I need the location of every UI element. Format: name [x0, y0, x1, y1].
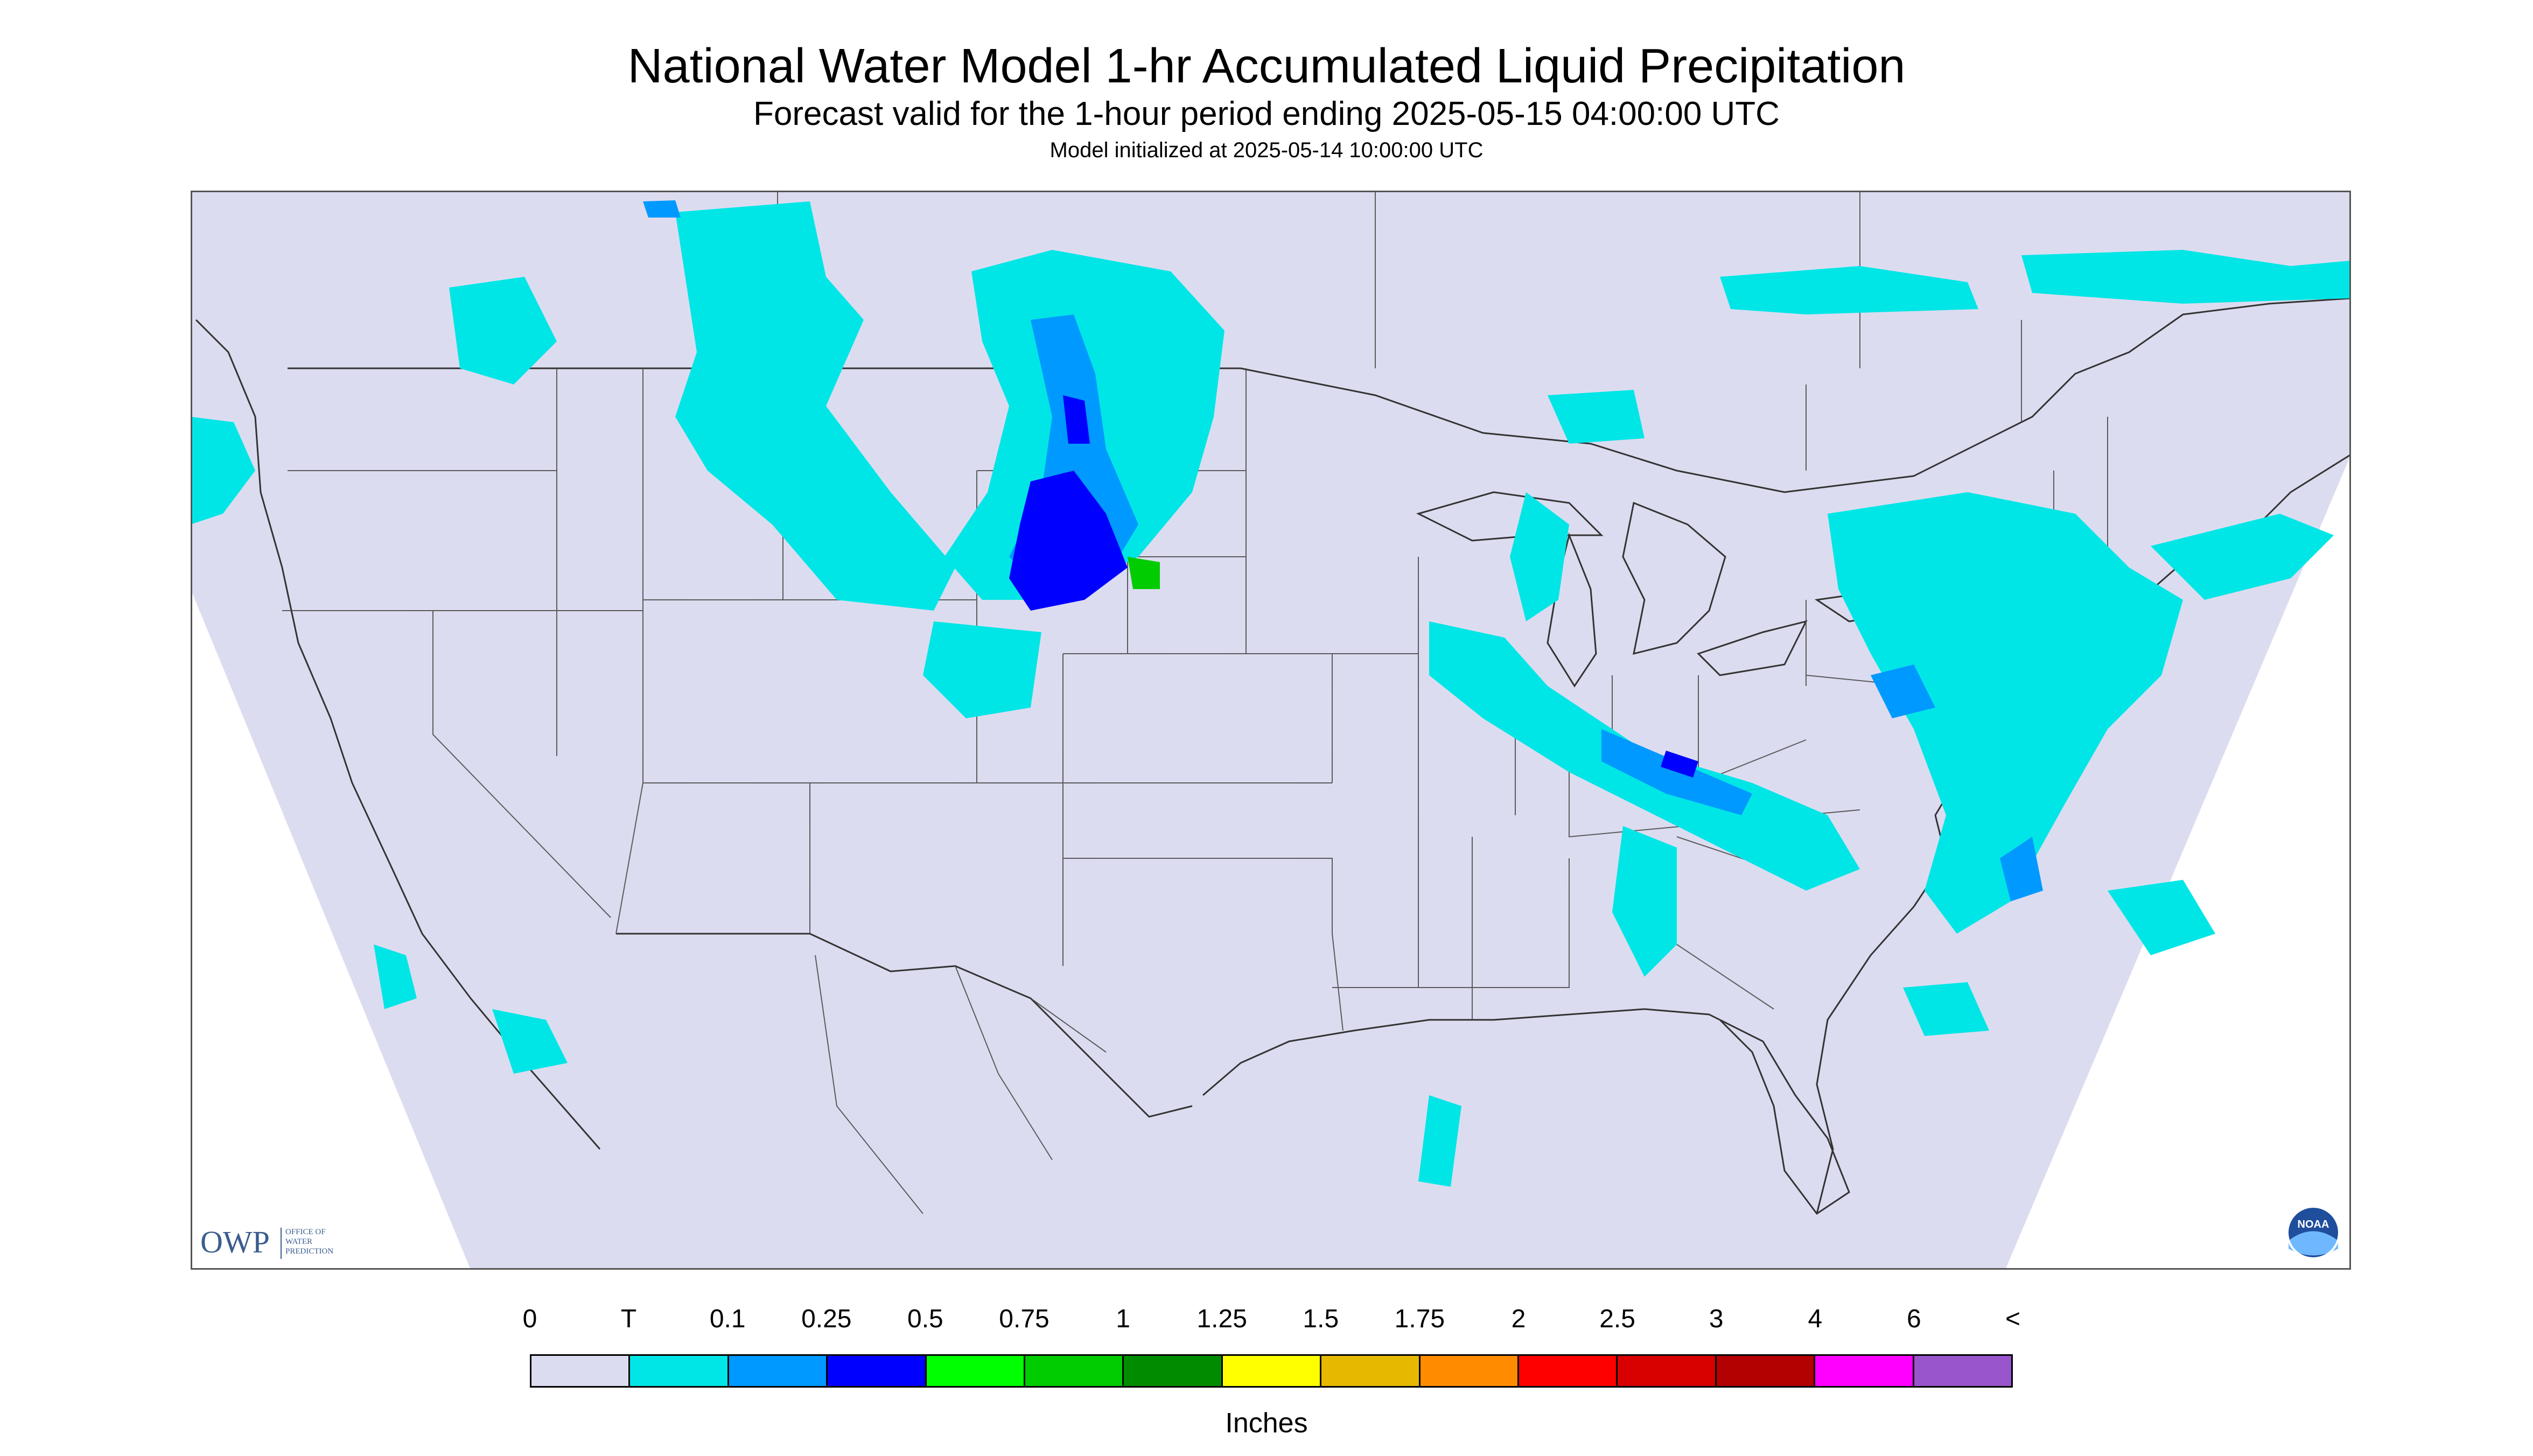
legend-tick-label: 0.75	[999, 1305, 1049, 1333]
legend-swatch	[828, 1356, 927, 1386]
map-border	[191, 191, 2351, 1270]
legend-tick-label: <	[2005, 1305, 2021, 1333]
precip-heavy-areas	[1128, 557, 1160, 589]
pacific-coast	[195, 319, 601, 1150]
figure-subtitle: Forecast valid for the 1-hour period end…	[753, 95, 1780, 132]
owp-logo-line-1: OFFICE OF	[285, 1228, 326, 1236]
boundary-lines	[195, 297, 2351, 1215]
noaa-logo-mark: NOAA	[2298, 1219, 2329, 1230]
figure-title: National Water Model 1-hr Accumulated Li…	[627, 39, 1906, 93]
legend-swatch	[1420, 1356, 1520, 1386]
precipitation-map: OWP OFFICE OF WATER PREDICTION NOAA	[191, 191, 2351, 1270]
gulf-coast	[1202, 1008, 1850, 1215]
owp-logo: OWP OFFICE OF WATER PREDICTION	[200, 1224, 333, 1259]
legend-swatch	[531, 1356, 631, 1386]
legend-tick-label: 4	[1808, 1305, 1823, 1333]
legend-swatch	[1914, 1356, 2012, 1386]
canada-us-border	[288, 297, 2351, 493]
legend-tick-label: 0	[522, 1305, 537, 1333]
legend-tick-label: 0.25	[801, 1305, 852, 1333]
legend-swatch	[729, 1356, 828, 1386]
legend-swatch	[1025, 1356, 1124, 1386]
legend-tick-label: 1	[1116, 1305, 1130, 1333]
legend-swatch	[1716, 1356, 1816, 1386]
legend-tick-label: T	[620, 1305, 637, 1333]
legend-swatch	[1815, 1356, 1914, 1386]
legend-tick-label: 2.5	[1599, 1305, 1635, 1333]
legend-swatch	[1222, 1356, 1322, 1386]
legend-swatch	[1519, 1356, 1618, 1386]
legend-units: Inches	[1225, 1408, 1308, 1439]
great-lakes-outline	[1416, 491, 1916, 688]
legend-swatch	[1124, 1356, 1223, 1386]
owp-logo-mark: OWP	[200, 1224, 270, 1259]
legend-swatch	[1321, 1356, 1421, 1386]
owp-logo-line-2: WATER	[285, 1237, 312, 1246]
legend-tick-label: 0.5	[907, 1305, 943, 1333]
precip-moderate-areas	[1009, 395, 1698, 778]
legend-tick-label: 1.75	[1394, 1305, 1445, 1333]
mexico-border	[616, 933, 1193, 1118]
legend-tick-label: 1.25	[1196, 1305, 1247, 1333]
legend-tick-label: 2	[1511, 1305, 1526, 1333]
legend-tick-label: 3	[1709, 1305, 1724, 1333]
legend-tick-labels: 0 T 0.1 0.25 0.5 0.75 1 1.25 1.5 1.75 2 2.5 3 4 6 <	[0, 1303, 2533, 1341]
legend-tick-label: 0.1	[709, 1305, 746, 1333]
legend-tick-label: 1.5	[1303, 1305, 1339, 1333]
owp-logo-line-3: PREDICTION	[285, 1247, 333, 1256]
noaa-logo: NOAA	[2286, 1206, 2340, 1259]
legend-swatch	[630, 1356, 729, 1386]
model-init-line: Model initialized at 2025-05-14 10:00:00…	[1049, 138, 1484, 162]
legend-swatch	[1618, 1356, 1717, 1386]
legend-tick-label: 6	[1907, 1305, 1921, 1333]
legend-colorbar	[530, 1354, 2013, 1388]
legend-swatch	[926, 1356, 1026, 1386]
